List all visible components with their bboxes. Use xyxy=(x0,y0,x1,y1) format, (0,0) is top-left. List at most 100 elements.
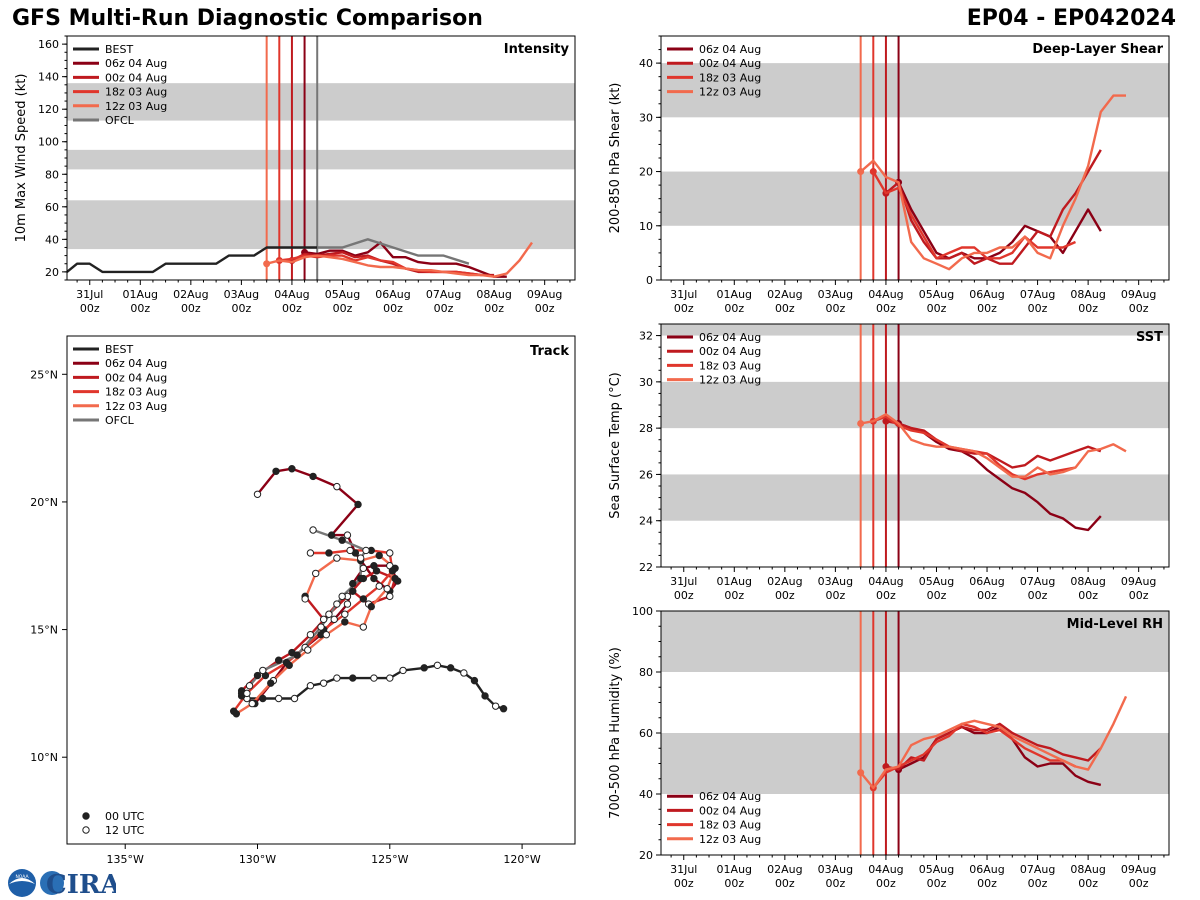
track-marker-12utc xyxy=(333,600,341,608)
x-tick-date-label: 06Aug xyxy=(969,575,1004,588)
track-marker-12utc xyxy=(330,615,338,624)
track-marker-12utc xyxy=(338,592,346,601)
legend-label: 12z 03 Aug xyxy=(699,833,761,846)
track-marker-00utc xyxy=(372,567,381,575)
x-tick-hour-label: 00z xyxy=(535,302,555,315)
series-line xyxy=(872,722,1077,789)
storm-id-title: EP04 - EP042024 xyxy=(966,6,1176,31)
series-line xyxy=(859,695,1128,790)
y-tick-label: 30 xyxy=(639,376,653,389)
track-marker-00utc xyxy=(309,472,317,481)
plot-area xyxy=(661,36,1169,280)
track-marker-00utc xyxy=(370,574,378,583)
legend-label: 06z 04 Aug xyxy=(699,331,761,344)
y-axis-label: 10m Max Wind Speed (kt) xyxy=(14,74,29,243)
y-tick-label: 40 xyxy=(639,57,653,70)
legend-label: OFCL xyxy=(105,414,135,427)
legend-label: 18z 03 Aug xyxy=(105,86,167,99)
y-tick-label: 100 xyxy=(38,136,59,149)
y-tick-label: 60 xyxy=(639,727,653,740)
legend-label: 00z 04 Aug xyxy=(699,804,761,817)
track-marker-00utc xyxy=(481,692,489,700)
x-tick-date-label: 06Aug xyxy=(375,288,410,301)
y-tick-label: 32 xyxy=(639,330,653,343)
x-tick-date-label: 06Aug xyxy=(969,288,1004,301)
x-tick-date-label: 04Aug xyxy=(868,863,903,876)
x-tick-hour-label: 00z xyxy=(1028,302,1048,315)
track-marker-00utc xyxy=(391,574,399,583)
track-marker-00utc xyxy=(232,710,241,718)
y-tick-label: 20 xyxy=(639,166,653,179)
series-line xyxy=(266,241,533,278)
legend-label: 00z 04 Aug xyxy=(699,57,761,70)
series-line xyxy=(885,420,1102,469)
shaded-band xyxy=(661,381,1169,429)
x-tick-hour-label: 00z xyxy=(1078,877,1098,890)
track-marker-12utc xyxy=(346,546,354,555)
panel-label: Deep-Layer Shear xyxy=(1032,42,1163,57)
y-tick-label: 60 xyxy=(45,201,59,214)
track-marker-12utc xyxy=(386,592,394,601)
track-marker-12utc xyxy=(248,699,256,708)
y-tick-label: 30 xyxy=(639,111,653,124)
lon-tick-label: 125°W xyxy=(371,853,408,866)
series-line xyxy=(860,413,1127,478)
lon-tick-label: 135°W xyxy=(107,853,144,866)
x-tick-hour-label: 00z xyxy=(724,589,744,602)
legend-label: 12z 03 Aug xyxy=(105,400,167,413)
y-tick-label: 22 xyxy=(639,561,653,574)
x-tick-date-label: 31Jul xyxy=(670,288,697,301)
shaded-band xyxy=(67,83,575,121)
x-tick-hour-label: 00z xyxy=(1129,877,1149,890)
track-marker-12utc xyxy=(386,549,394,557)
x-tick-date-label: 08Aug xyxy=(1070,288,1105,301)
shaded-band xyxy=(67,200,575,250)
track-marker-12utc xyxy=(460,669,468,677)
plot-area xyxy=(661,611,1169,855)
lat-tick-label: 25°N xyxy=(30,368,58,381)
cira-logo-text: CIRA xyxy=(46,870,116,898)
legend-label: 06z 04 Aug xyxy=(105,357,167,370)
legend-label: 18z 03 Aug xyxy=(105,386,167,399)
shaded-band xyxy=(67,149,575,170)
x-tick-hour-label: 00z xyxy=(825,589,845,602)
x-tick-date-label: 08Aug xyxy=(1070,863,1105,876)
track-marker-12utc xyxy=(319,679,328,687)
y-tick-label: 140 xyxy=(38,71,59,84)
x-tick-hour-label: 00z xyxy=(927,877,947,890)
legend-label: BEST xyxy=(105,43,133,56)
track-marker-12utc xyxy=(274,694,283,703)
track-marker-12utc xyxy=(362,546,370,555)
shaded-band xyxy=(661,324,1169,336)
x-tick-date-label: 03Aug xyxy=(224,288,259,301)
series-line xyxy=(885,149,1102,265)
marker-legend-12utc-icon xyxy=(82,826,90,834)
track-marker-00utc xyxy=(341,618,349,626)
x-tick-date-label: 07Aug xyxy=(426,288,461,301)
track-marker-12utc xyxy=(304,646,312,654)
y-tick-label: 80 xyxy=(639,666,653,679)
y-axis-label: Sea Surface Temp (°C) xyxy=(608,372,623,519)
track-marker-00utc xyxy=(349,587,357,595)
x-tick-hour-label: 00z xyxy=(130,302,150,315)
track-marker-00utc xyxy=(327,531,336,539)
x-tick-hour-label: 00z xyxy=(876,302,896,315)
lon-tick-label: 120°W xyxy=(503,853,540,866)
track-line xyxy=(235,554,397,715)
x-tick-hour-label: 00z xyxy=(1078,302,1098,315)
x-tick-date-label: 31Jul xyxy=(670,575,697,588)
track-marker-00utc xyxy=(272,467,280,475)
panel-track: 135°W 130°W 125°W 120°W 10°N 15°N 20°N 25°N Trac… xyxy=(30,335,576,866)
x-tick-hour-label: 00z xyxy=(1028,589,1048,602)
legend-label: 12z 03 Aug xyxy=(699,86,761,99)
y-axis-label: 700-500 hPa Humidity (%) xyxy=(608,647,623,819)
track-marker-00utc xyxy=(349,674,357,682)
plot-frame xyxy=(660,323,1170,568)
panel-label: Intensity xyxy=(504,42,570,57)
x-tick-date-label: 31Jul xyxy=(76,288,103,301)
x-tick-date-label: 02Aug xyxy=(767,863,802,876)
x-tick-hour-label: 00z xyxy=(1078,589,1098,602)
x-tick-date-label: 07Aug xyxy=(1020,288,1055,301)
lat-tick-label: 10°N xyxy=(30,751,58,764)
x-tick-date-label: 02Aug xyxy=(767,575,802,588)
